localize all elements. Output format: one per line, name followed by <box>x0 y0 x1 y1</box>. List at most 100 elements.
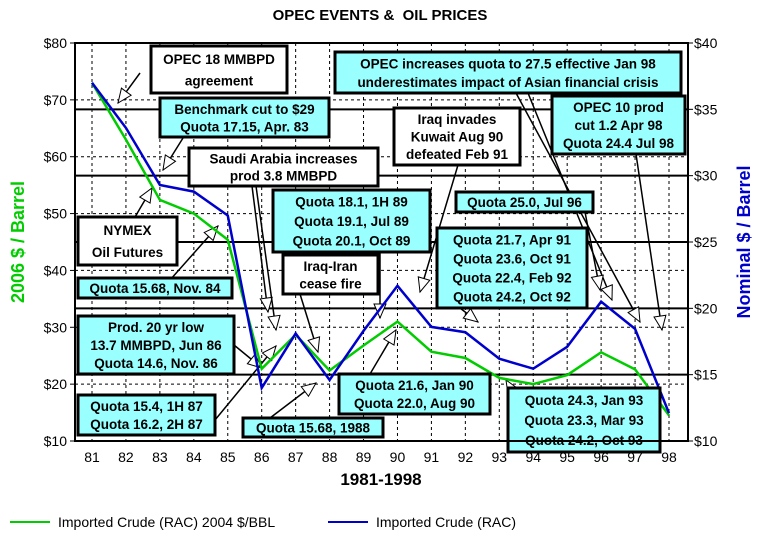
arrow-head <box>653 314 667 332</box>
legend: Imported Crude (RAC) 2004 $/BBL Imported … <box>10 514 516 530</box>
arrow-line <box>635 153 663 331</box>
arrow-head <box>138 186 153 204</box>
arrow-line <box>255 185 277 331</box>
y-axis-right-label: Nominal $ / Barrel <box>734 165 754 318</box>
x-tick-label: 87 <box>288 449 304 465</box>
annotation-text: Quota 23.6, Oct 91 <box>453 252 571 267</box>
annotation-text: Quota 21.7, Apr 91 <box>453 233 572 248</box>
annotation-asian: OPEC increases quota to 27.5 effective J… <box>333 50 683 95</box>
annotation-text: Quota 16.2, 2H 87 <box>90 417 203 432</box>
annotation-text: Quota 24.3, Jan 93 <box>525 393 644 408</box>
annotation-text: Quota 21.6, Jan 90 <box>355 378 474 393</box>
x-tick-label: 93 <box>492 449 508 465</box>
annotation-nymex: NYMEX Oil Futures <box>76 215 179 267</box>
x-tick-label: 97 <box>627 449 643 465</box>
x-tick-label: 85 <box>220 449 236 465</box>
x-tick-label: 94 <box>525 449 541 465</box>
arrow-head <box>261 345 277 362</box>
annotation-box <box>333 50 683 95</box>
annotation-box <box>76 314 236 376</box>
annotation-box <box>550 94 687 156</box>
y-left-tick-label: $20 <box>44 376 68 392</box>
y-left-tick-label: $40 <box>44 262 68 278</box>
annotation-text: Prod. 20 yr low <box>108 320 205 335</box>
arrow-line <box>251 185 269 313</box>
annotation-box <box>149 44 289 95</box>
annotation-text: Quota 18.1, 1H 89 <box>295 195 408 210</box>
annotation-text: OPEC 10 prod <box>573 100 664 115</box>
x-tick-label: 92 <box>458 449 474 465</box>
y-right-tick-label: $10 <box>694 433 718 449</box>
x-tick-label: 91 <box>424 449 440 465</box>
annotation-text: 13.7 MMBPD, Jun 86 <box>90 338 222 353</box>
y-right-tick-label: $35 <box>694 101 718 117</box>
y-right-tick-label: $20 <box>694 300 718 316</box>
annotation-text: Kuwait Aug 90 <box>411 130 504 145</box>
y-right-tick-label: $15 <box>694 367 718 383</box>
annotation-text: Quota 15.4, 1H 87 <box>90 399 203 414</box>
annotation-text: Quota 22.4, Feb 92 <box>452 271 571 286</box>
annotation-text: defeated Feb 91 <box>406 147 509 162</box>
annotation-text: agreement <box>185 73 254 88</box>
x-tick-label: 81 <box>84 449 100 465</box>
annotation-saudi: Saudi Arabia increases prod 3.8 MMBPD <box>187 146 380 188</box>
annotation-jul96: Quota 25.0, Jul 96 <box>454 190 595 214</box>
annotation-box <box>241 416 385 439</box>
x-tick-label: 89 <box>356 449 372 465</box>
x-axis-label: 1981-1998 <box>340 470 421 489</box>
annotation-box <box>337 372 492 416</box>
arrow-head <box>382 328 397 346</box>
y-right-tick-label: $40 <box>694 35 718 51</box>
annotation-box <box>158 96 331 139</box>
chart-title: OPEC EVENTS & OIL PRICES <box>273 7 488 24</box>
annotation-box <box>76 215 179 267</box>
annotation-q87: Quota 15.4, 1H 87 Quota 16.2, 2H 87 <box>76 393 217 437</box>
y-left-tick-label: $10 <box>44 433 68 449</box>
annotation-text: Benchmark cut to $29 <box>174 102 314 117</box>
annotation-text: prod 3.8 MMBPD <box>230 169 338 184</box>
x-tick-label: 83 <box>152 449 168 465</box>
arrow-head <box>162 154 177 172</box>
x-tick-label: 86 <box>254 449 270 465</box>
series-line <box>90 82 671 417</box>
x-tick-label: 84 <box>186 449 202 465</box>
arrow-head <box>300 382 318 398</box>
annotations: OPEC 18 MMBPD agreement Benchmark cut to $… <box>76 44 687 454</box>
annotation-q90: Quota 21.6, Jan 90 Quota 22.0, Aug 90 <box>337 372 492 416</box>
arrow-head <box>307 336 321 354</box>
series-line <box>91 82 671 414</box>
annotation-text: Quota 22.0, Aug 90 <box>354 396 475 411</box>
arrow-head <box>117 87 133 105</box>
annotation-text: Quota 17.15, Apr. 83 <box>180 119 309 134</box>
y-axis-left-label: 2006 $ / Barrel <box>8 181 28 303</box>
x-tick-label: 95 <box>559 449 575 465</box>
annotation-kuwait: Iraq invades Kuwait Aug 90 defeated Feb 91 <box>392 106 522 167</box>
annotation-iraq-iran: Iraq-Iran cease fire <box>281 253 380 296</box>
x-tick-label: 90 <box>390 449 406 465</box>
annotation-q88: Quota 15.68, 1988 <box>241 416 385 439</box>
annotation-text: Quota 20.1, Oct 89 <box>293 233 411 248</box>
annotation-opec-18: OPEC 18 MMBPD agreement <box>149 44 289 95</box>
annotation-opec10: OPEC 10 prod cut 1.2 Apr 98 Quota 24.4 Jul… <box>550 94 687 156</box>
annotation-text: Saudi Arabia increases <box>209 152 357 167</box>
annotation-text: cease fire <box>299 276 362 291</box>
arrow-head <box>417 276 431 294</box>
axes: 81 82 83 84 85 86 87 88 89 90 91 92 93 94 95 96 97 98 $10 $… <box>44 35 718 465</box>
annotation-box <box>76 276 234 300</box>
arrow-head <box>600 284 613 302</box>
annotation-text: NYMEX <box>103 223 151 238</box>
annotation-box <box>435 226 589 310</box>
arrow-line <box>214 345 277 421</box>
annotation-text: Oil Futures <box>92 245 163 260</box>
annotation-text: underestimates impact of Asian financial… <box>357 75 658 90</box>
annotation-box <box>187 146 380 188</box>
y-left-tick-label: $50 <box>44 206 68 222</box>
y-right-tick-label: $30 <box>694 168 718 184</box>
annotation-text: Quota 15.68, Nov. 84 <box>89 281 221 296</box>
annotation-box <box>281 253 380 296</box>
annotation-arrows <box>117 72 667 421</box>
arrow-head <box>259 296 273 314</box>
annotation-benchmark: Benchmark cut to $29 Quota 17.15, Apr. 83 <box>158 96 331 139</box>
